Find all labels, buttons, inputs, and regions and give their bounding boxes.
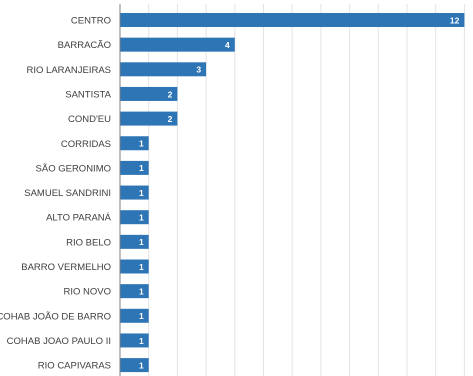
bar [120,13,465,27]
category-labels: CENTRO BARRACÃO RIO LARANJEIRAS SANTISTA CON… [0,16,112,372]
gridlines [148,4,465,376]
value-label: 12 [450,15,460,25]
value-label: 1 [139,237,144,247]
category-label: BARRACÃO [58,40,111,51]
value-labels: 12 4 3 2 2 1 1 1 1 1 1 1 1 1 1 [139,15,460,370]
bar [120,86,178,101]
category-label: COND'EU [68,114,111,125]
bar [120,358,149,373]
category-label: RIO CAPIVARAS [38,361,111,372]
category-label: COHAB JOÃO DE BARRO [0,311,111,322]
bar [120,62,207,77]
bar [120,284,149,299]
value-label: 1 [139,262,144,272]
bar [120,111,178,126]
value-label: 2 [168,114,173,124]
bar [120,234,149,249]
bar [120,185,149,200]
value-label: 1 [139,163,144,173]
bar [120,333,149,348]
bar [120,210,149,225]
bar [120,308,149,323]
category-label: ALTO PARANÁ [46,213,112,224]
value-label: 1 [139,311,144,321]
category-label: SANTISTA [65,89,111,100]
value-label: 1 [139,360,144,370]
bar [120,259,149,274]
value-label: 1 [139,336,144,346]
value-label: 2 [168,89,173,99]
value-label: 1 [139,188,144,198]
category-label: RIO LARANJEIRAS [27,65,111,76]
value-label: 3 [196,65,201,75]
category-label: BARRO VERMELHO [21,262,111,273]
value-label: 1 [139,213,144,223]
category-label: CORRIDAS [61,139,111,150]
bars [120,13,465,373]
category-label: RIO BELO [66,237,111,248]
value-label: 4 [225,40,230,50]
value-label: 1 [139,286,144,296]
bar [120,37,235,52]
category-label: CENTRO [71,16,111,27]
category-label: SAMUEL SANDRINI [24,188,111,199]
bar [120,160,149,175]
category-label: COHAB JOAO PAULO II [7,336,111,347]
category-label: SÃO GERONIMO [36,163,111,174]
value-label: 1 [139,139,144,149]
bar [120,136,149,151]
category-label: RIO NOVO [63,287,111,298]
